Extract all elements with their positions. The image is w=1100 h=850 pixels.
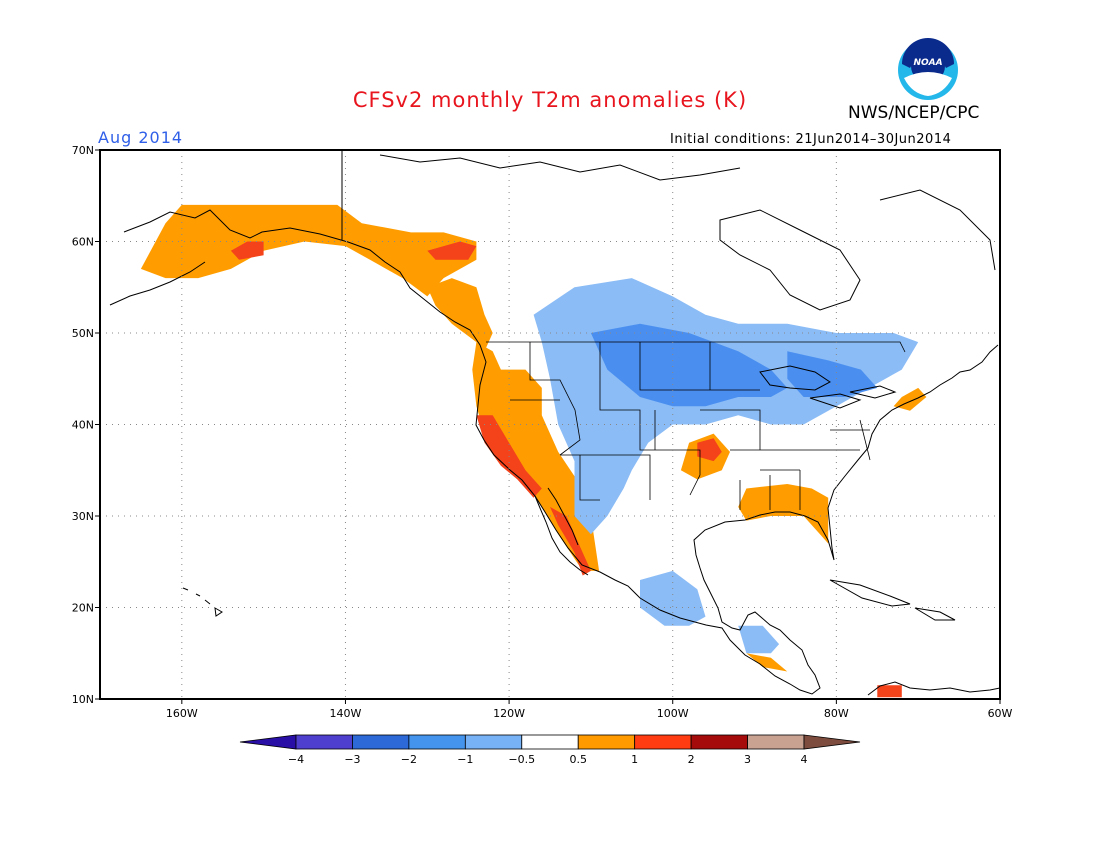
colorbar-swatch <box>352 734 410 750</box>
lat-tick-label: 60N <box>72 236 94 249</box>
lat-tick-label: 20N <box>72 602 94 615</box>
colorbar-label: 1 <box>631 753 638 766</box>
anomaly-shading <box>140 204 927 698</box>
lon-tick-label: 140W <box>330 707 362 720</box>
lon-tick-label: 80W <box>824 707 849 720</box>
anomaly-region-colombia-hot <box>877 685 902 698</box>
colorbar-swatch <box>295 734 353 750</box>
colorbar-label: −2 <box>401 753 417 766</box>
political-borders <box>486 341 906 510</box>
anomaly-region-alaska-hot-2 <box>427 241 477 260</box>
lat-tick-label: 30N <box>72 510 94 523</box>
colorbar-label: −3 <box>344 753 360 766</box>
anomaly-region-alaska-warm <box>140 204 477 297</box>
lat-tick-label: 70N <box>72 144 94 157</box>
anomaly-region-newengland-warm <box>893 387 927 411</box>
south-america-coastline <box>867 681 1000 696</box>
lat-tick-label: 50N <box>72 327 94 340</box>
anomaly-region-baja-hot <box>550 506 591 576</box>
aleutian-islands <box>109 261 206 306</box>
anomaly-region-southernplains-hot <box>697 438 722 462</box>
colorbar-label: 0.5 <box>569 753 587 766</box>
anomaly-region-centralamerica-cool <box>738 625 780 654</box>
chart-title: CFSv2 monthly T2m anomalies (K) <box>352 88 748 112</box>
lat-tick-label: 40N <box>72 419 94 432</box>
colorbar-label: 3 <box>744 753 751 766</box>
colorbar-high-extension <box>803 734 861 750</box>
anomaly-region-northcentral-cool <box>533 278 919 535</box>
coastlines <box>109 150 1000 696</box>
lon-tick-label: 60W <box>988 707 1013 720</box>
anomaly-region-westcoast-warm <box>472 342 600 571</box>
colorbar-low-extension <box>239 734 297 750</box>
colorbar-label: −4 <box>288 753 304 766</box>
anomaly-region-alaska-hot-1 <box>230 241 264 260</box>
great-lakes <box>759 365 897 409</box>
baja-coastline <box>534 487 589 576</box>
anomaly-region-bc-warm <box>427 278 493 352</box>
colorbar-swatch <box>634 734 692 750</box>
colorbar-swatch <box>690 734 748 750</box>
colorbar-swatch <box>521 734 579 750</box>
lat-tick-label: 10N <box>72 693 94 706</box>
noaa-logo-text: NOAA <box>913 58 942 68</box>
colorbar-swatch <box>408 734 466 750</box>
colorbar-label: −0.5 <box>508 753 535 766</box>
colorbar-swatch <box>464 734 523 750</box>
colorbar: −4 −3 −2 −1 −0.5 0.5 1 2 3 4 <box>239 734 861 766</box>
colorbar-swatch <box>747 734 805 750</box>
lon-tick-label: 160W <box>166 707 198 720</box>
colorbar-swatch <box>577 734 636 750</box>
cuba-hispaniola <box>829 579 956 621</box>
graticule <box>100 150 1000 699</box>
arctic-islands <box>379 154 996 311</box>
noaa-logo: NOAA <box>898 38 958 100</box>
forecast-month: Aug 2014 <box>98 128 184 147</box>
initial-conditions: Initial conditions: 21Jun2014–30Jun2014 <box>670 132 952 147</box>
colorbar-label: −1 <box>457 753 473 766</box>
axis-ticks: 70N 60N 50N 40N 30N 20N 10N 160W 140W 120W 100W 80W… <box>72 144 1013 720</box>
anomaly-region-mexico-cool <box>640 570 706 626</box>
lon-tick-label: 100W <box>657 707 689 720</box>
anomaly-region-gulfcoast-warm <box>738 484 829 544</box>
north-america-coastline <box>123 150 999 695</box>
agency-label: NWS/NCEP/CPC <box>848 103 980 123</box>
colorbar-label: 2 <box>688 753 695 766</box>
hawaii-islands <box>182 587 223 617</box>
lon-tick-label: 120W <box>493 707 525 720</box>
colorbar-label: 4 <box>801 753 808 766</box>
anomaly-region-centralamerica-warm <box>746 653 788 672</box>
anomaly-region-greatlakes-cool <box>787 351 878 397</box>
